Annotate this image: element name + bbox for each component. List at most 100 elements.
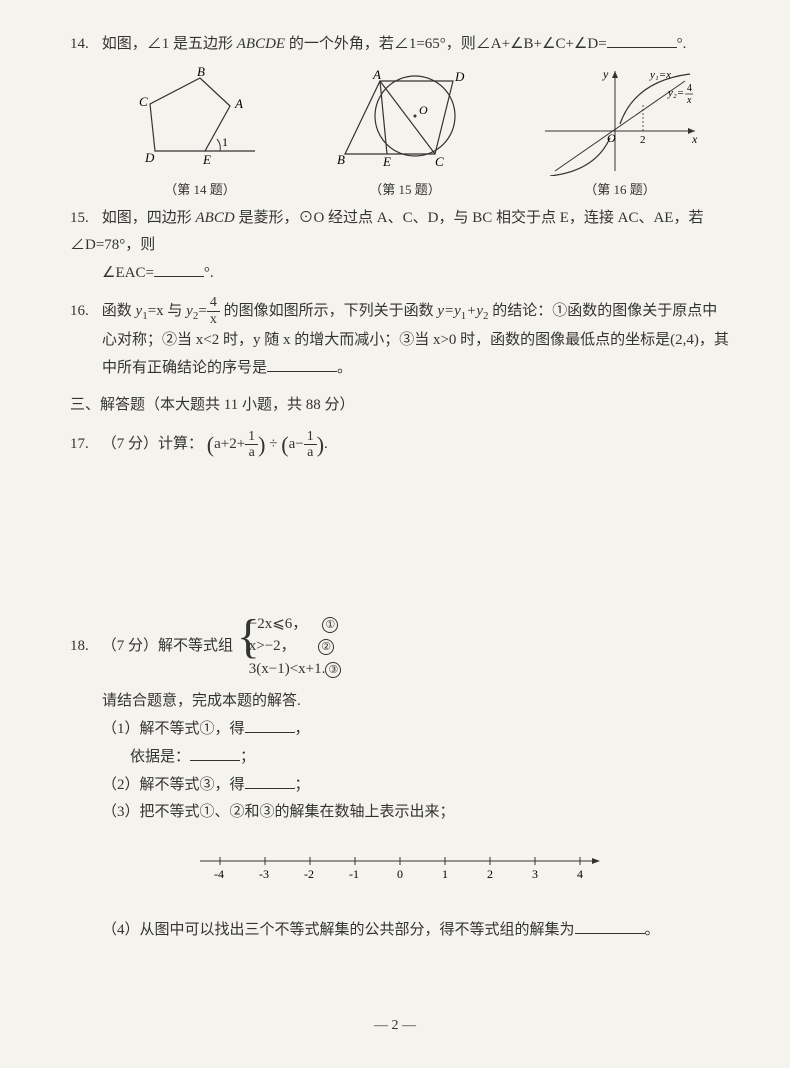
fig-14: A B C D E 1 （第 14 题）	[125, 66, 275, 201]
q18-num: 18.	[70, 633, 98, 660]
lbl: D	[454, 69, 465, 84]
q15-blank	[154, 259, 204, 277]
t: （2）解不等式③，得	[102, 777, 245, 793]
t: y	[186, 303, 193, 319]
lp: (	[207, 432, 214, 457]
lbl: x	[686, 95, 692, 106]
t: 。	[337, 360, 352, 376]
t: ；	[240, 749, 255, 765]
f: 1a	[245, 429, 258, 461]
lbl: 2	[640, 134, 646, 146]
fig15-svg: A D B E C O	[325, 66, 485, 176]
q15-line1: 如图，四边形 ABCD 是菱形，⊙O 经过点 A、C、D，与 BC 相交于点 E…	[70, 210, 703, 253]
t: 与	[164, 303, 187, 319]
section-3-heading: 三、解答题（本大题共 11 小题，共 88 分）	[70, 392, 730, 419]
lbl: C	[139, 94, 148, 109]
q15-num: 15.	[70, 205, 98, 232]
t: 1	[304, 429, 317, 445]
lbl: E	[202, 152, 211, 167]
lbl: C	[435, 154, 444, 169]
fig14-svg: A B C D E 1	[125, 66, 275, 176]
lbl: A	[372, 67, 381, 82]
t: +y	[466, 303, 483, 319]
question-18: 18. （7 分）解不等式组 { −2x⩽6， ① x>−2， ② 3(x−1)…	[70, 613, 730, 681]
lbl: 4	[687, 83, 692, 94]
t: 依据是：	[130, 749, 190, 765]
t: -2	[304, 867, 314, 881]
lbl: y₁=x	[649, 69, 671, 81]
t: x	[207, 312, 220, 327]
t: a	[245, 445, 258, 460]
blank	[245, 715, 295, 733]
case1: −2x⩽6， ①	[249, 613, 342, 636]
q15-line2: ∠EAC= °.	[102, 259, 730, 287]
t: ABCD	[196, 210, 235, 226]
t: -3	[259, 867, 269, 881]
lbl: O	[419, 103, 428, 117]
q14-mid: 的一个外角，若∠1=65°，则∠A+∠B+∠C+∠D=	[285, 36, 607, 52]
q14-num: 14.	[70, 31, 98, 58]
t: 中所有正确结论的序号是	[102, 360, 267, 376]
question-15: 15. 如图，四边形 ABCD 是菱形，⊙O 经过点 A、C、D，与 BC 相交…	[70, 205, 730, 287]
t: （4）从图中可以找出三个不等式解集的公共部分，得不等式组的解集为	[102, 922, 575, 938]
t: -1	[349, 867, 359, 881]
t: （1）解不等式①，得	[102, 721, 245, 737]
t: ∠EAC=	[102, 265, 154, 281]
q14-end: °.	[677, 36, 687, 52]
fig-15: A D B E C O （第 15 题）	[325, 66, 485, 201]
q14-poly: ABCDE	[237, 36, 285, 52]
brace-icon: {	[237, 613, 260, 681]
q14-text: 如图，∠1 是五边形 ABCDE 的一个外角，若∠1=65°，则∠A+∠B+∠C…	[102, 36, 687, 52]
fig16-cap: （第 16 题）	[535, 178, 705, 201]
t: 的图像如图所示，下列关于函数	[220, 303, 438, 319]
t: 3	[532, 867, 538, 881]
question-17: 17. （7 分）计算： (a+2+1a) ÷ (a−1a).	[70, 425, 730, 465]
q16-line3: 中所有正确结论的序号是 。	[102, 354, 730, 382]
q16-frac: 4x	[207, 295, 220, 327]
t: =x	[148, 303, 164, 319]
q16-num: 16.	[70, 298, 98, 325]
fig16-svg: O 2 x y y₁=x y₂= 4 x	[535, 66, 705, 176]
lbl-y2: y₂=	[667, 87, 684, 99]
numberline-svg: -4 -3 -2 -1 0 1 2 3 4	[190, 846, 610, 886]
number-line: -4 -3 -2 -1 0 1 2 3 4	[70, 846, 730, 896]
q17-pts: （7 分）计算：	[102, 436, 203, 452]
t: a+2+	[214, 436, 245, 452]
t: 2	[487, 867, 493, 881]
q18-p4: （4）从图中可以找出三个不等式解集的公共部分，得不等式组的解集为 。	[102, 916, 730, 944]
blank	[190, 743, 240, 761]
lbl: E	[382, 154, 391, 169]
lbl: A	[234, 96, 243, 111]
figures-row: A B C D E 1 （第 14 题） A D B E C O （第 15 题…	[100, 66, 730, 201]
t: ②	[318, 639, 334, 655]
t: 。	[645, 922, 660, 938]
q18-pts: （7 分）解不等式组	[102, 638, 233, 654]
lbl: B	[197, 66, 205, 79]
q18-p1: （1）解不等式①，得 ，	[102, 715, 730, 743]
case2: x>−2， ②	[249, 635, 342, 658]
q18-cases: { −2x⩽6， ① x>−2， ② 3(x−1)<x+1.③	[237, 613, 342, 681]
t: ，	[295, 721, 310, 737]
t: 4	[577, 867, 583, 881]
t: a	[304, 445, 317, 460]
t: 如图，四边形	[102, 210, 196, 226]
t: ①	[322, 617, 338, 633]
spacer-17	[70, 473, 730, 613]
t: °.	[204, 265, 214, 281]
t: y=y	[437, 303, 460, 319]
lbl: D	[144, 150, 155, 165]
lbl: y	[602, 67, 609, 81]
q16-line2: 心对称；②当 x<2 时，y 随 x 的增大而减小；③当 x>0 时，函数的图像…	[102, 327, 730, 354]
case3: 3(x−1)<x+1.③	[249, 658, 342, 681]
t: ÷	[269, 436, 277, 452]
lbl: B	[337, 152, 345, 167]
rp: )	[317, 432, 324, 457]
q16-blank	[267, 354, 337, 372]
t: 的结论：①函数的图像关于原点中	[489, 303, 718, 319]
t: .	[324, 436, 328, 452]
blank	[245, 771, 295, 789]
q14-pre: 如图，∠1 是五边形	[102, 36, 237, 52]
lbl: x	[691, 132, 698, 146]
t: a−	[289, 436, 304, 452]
t: -4	[214, 867, 224, 881]
